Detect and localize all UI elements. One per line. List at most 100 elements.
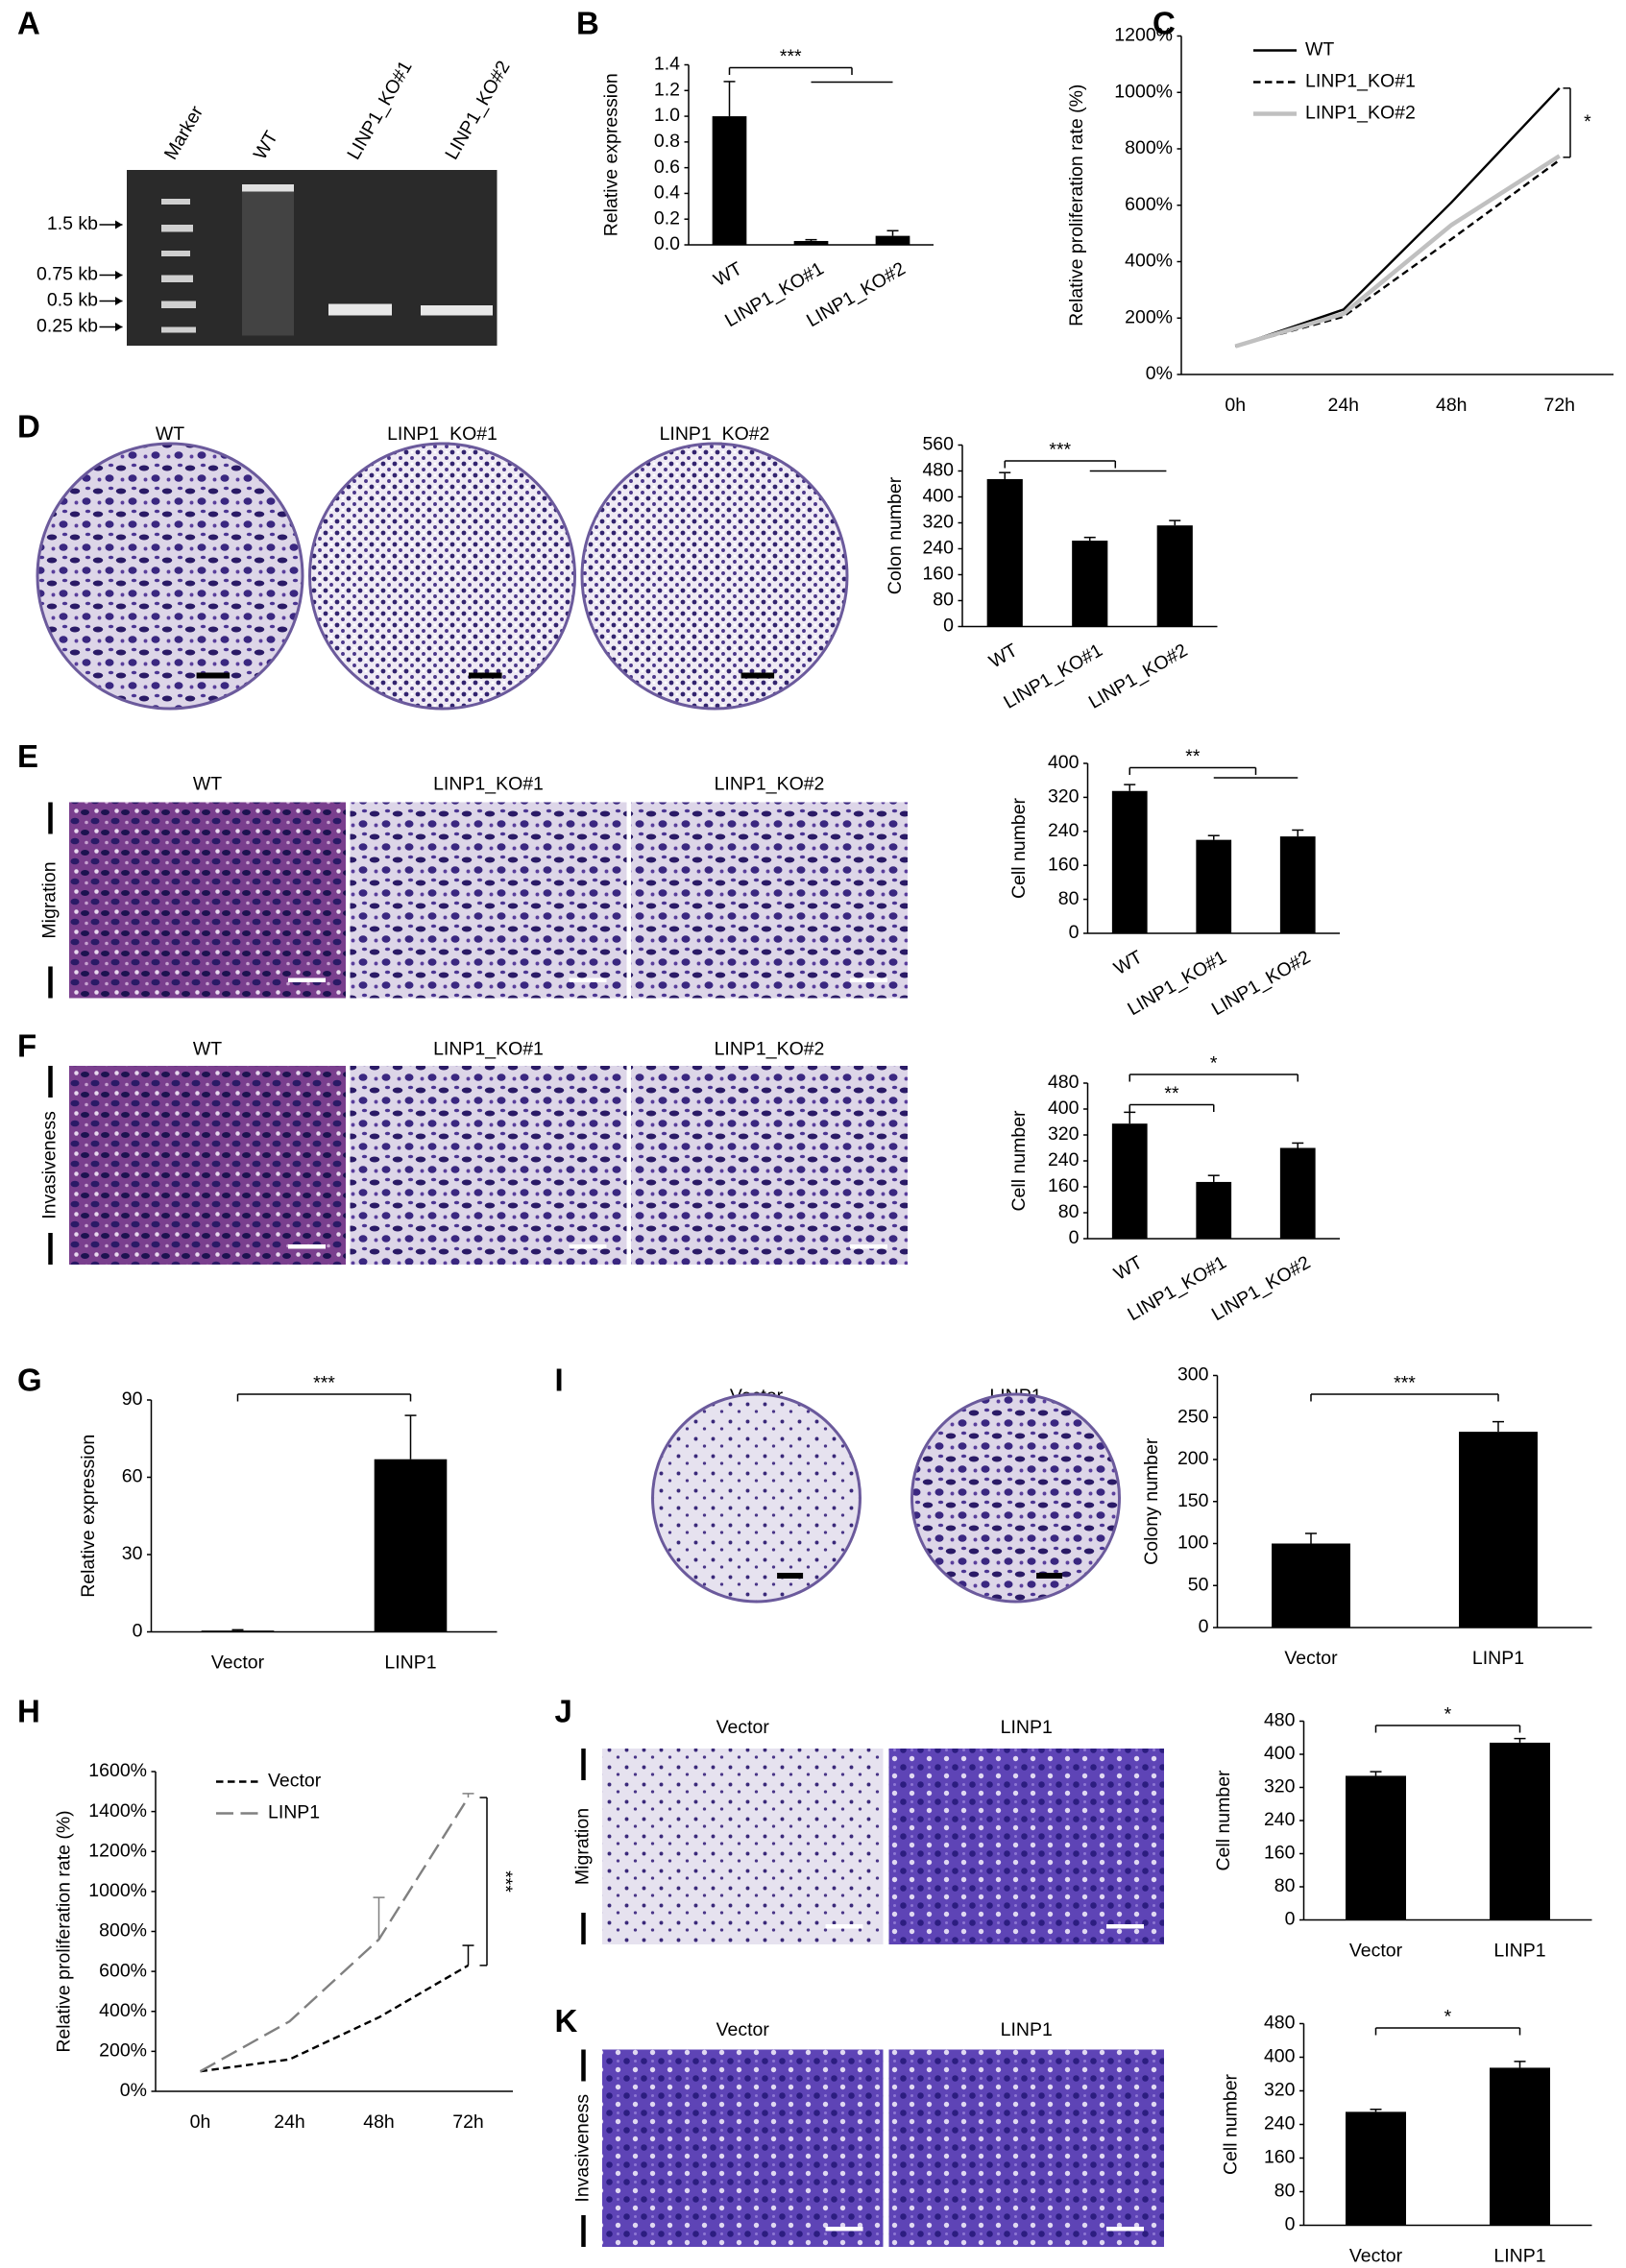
y-axis-label: Relative expression (78, 1435, 99, 1598)
significance-label: * (1584, 111, 1591, 133)
image-label: LINP1_KO#1 (433, 1039, 544, 1060)
x-tick-label: 72h (1543, 395, 1575, 416)
panel-letter: G (17, 1363, 42, 1398)
marker-arrowhead (114, 220, 123, 229)
y-tick-label: 0 (1199, 1616, 1209, 1637)
gel-image (126, 170, 498, 346)
y-tick-label: 320 (922, 512, 954, 533)
y-tick-label: 320 (1264, 2080, 1296, 2101)
x-tick-label: LINP1 (1493, 2246, 1545, 2267)
y-axis-label: Cell number (1221, 2073, 1242, 2175)
bar (201, 1630, 275, 1632)
y-tick-label: 80 (1274, 1875, 1296, 1896)
x-tick-label: 72h (452, 2111, 484, 2133)
y-tick-label: 150 (1177, 1490, 1209, 1511)
scale-bar (1105, 1923, 1144, 1929)
y-tick-label: 800% (1125, 137, 1173, 158)
bar (712, 116, 747, 246)
image-label: WT (156, 423, 184, 445)
y-tick-label: 400 (1048, 752, 1080, 773)
y-tick-label: 240 (922, 538, 954, 559)
gel-band (160, 326, 196, 333)
y-tick-label: 200% (1125, 306, 1173, 327)
y-tick-label: 0 (1285, 1909, 1296, 1930)
y-tick-label: 480 (1048, 1072, 1080, 1093)
side-label: Invasiveness (572, 2094, 594, 2203)
series-line (1234, 154, 1561, 349)
y-tick-label: 0 (1069, 1227, 1080, 1248)
y-tick-label: 480 (1264, 1710, 1296, 1731)
significance-label: *** (1394, 1373, 1416, 1394)
y-tick-label: 1200% (1114, 25, 1173, 46)
y-tick-label: 60 (122, 1466, 143, 1487)
y-tick-label: 0% (120, 2080, 147, 2101)
series-line (1234, 87, 1561, 348)
bar (1345, 2111, 1406, 2226)
y-axis-label: Relative expression (601, 73, 622, 236)
y-tick-label: 1400% (88, 1800, 147, 1822)
gel-band (420, 305, 493, 316)
y-tick-label: 1000% (1114, 81, 1173, 102)
legend-label: LINP1_KO#1 (1305, 71, 1416, 92)
y-tick-label: 200 (1177, 1448, 1209, 1469)
gel-band (241, 184, 294, 192)
bar (875, 235, 910, 246)
panel-letter: K (554, 2003, 577, 2039)
x-tick-label: 48h (363, 2111, 395, 2133)
significance-label: *** (1049, 440, 1071, 461)
y-tick-label: 200% (99, 2040, 147, 2062)
bar (1196, 839, 1232, 933)
image-label: Vector (716, 1717, 770, 1738)
lane-label: LINP1_KO#1 (343, 58, 416, 163)
y-tick-label: 480 (922, 460, 954, 481)
significance-label: *** (780, 46, 802, 67)
y-axis-label: Relative proliferation rate (%) (54, 1810, 75, 2052)
x-tick-label: WT (710, 258, 745, 291)
y-tick-label: 160 (922, 564, 954, 585)
well-image (630, 1065, 908, 1265)
x-tick-label: LINP1 (384, 1653, 436, 1674)
image-label: LINP1 (1001, 2019, 1053, 2040)
y-tick-label: 80 (1058, 888, 1080, 909)
y-tick-label: 0.2 (654, 207, 680, 229)
panel-letter: D (17, 409, 40, 445)
y-tick-label: 400% (1125, 251, 1173, 272)
bar (1111, 790, 1148, 933)
colony-plate (36, 442, 304, 711)
y-tick-label: 80 (1058, 1201, 1080, 1222)
bar (1279, 1147, 1316, 1239)
scale-bar (825, 1923, 863, 1929)
image-label: WT (193, 774, 222, 795)
y-tick-label: 600% (1125, 194, 1173, 215)
well-image (601, 2049, 884, 2247)
y-tick-label: 250 (1177, 1406, 1209, 1427)
scale-bar (849, 977, 887, 982)
image-label: LINP1_KO#1 (387, 423, 498, 445)
y-tick-label: 0.4 (654, 182, 680, 204)
well-image (888, 1748, 1164, 1944)
significance-label: *** (495, 1870, 516, 1893)
y-tick-label: 50 (1188, 1574, 1209, 1595)
well-image (350, 802, 627, 999)
y-tick-label: 800% (99, 1920, 147, 1942)
well-image (601, 1748, 884, 1944)
y-tick-label: 1.0 (654, 105, 680, 126)
gel-band (328, 303, 392, 316)
scale-bar (569, 977, 607, 982)
marker-label: 0.75 kb (36, 264, 98, 285)
panel-letter: J (554, 1694, 571, 1729)
scale-bar (569, 1243, 607, 1249)
y-axis-label: Cell number (1008, 1110, 1030, 1212)
marker-arrowhead (114, 271, 123, 280)
significance-label: * (1444, 2007, 1452, 2028)
scale-bar (825, 2226, 863, 2232)
y-tick-label: 160 (1264, 2147, 1296, 2168)
panel-letter: E (17, 738, 38, 774)
bar (793, 240, 829, 246)
well-image (68, 802, 346, 999)
significance-label: *** (313, 1373, 335, 1394)
y-tick-label: 300 (1177, 1364, 1209, 1386)
panel-letter: I (554, 1363, 563, 1398)
gel-band (160, 199, 190, 205)
